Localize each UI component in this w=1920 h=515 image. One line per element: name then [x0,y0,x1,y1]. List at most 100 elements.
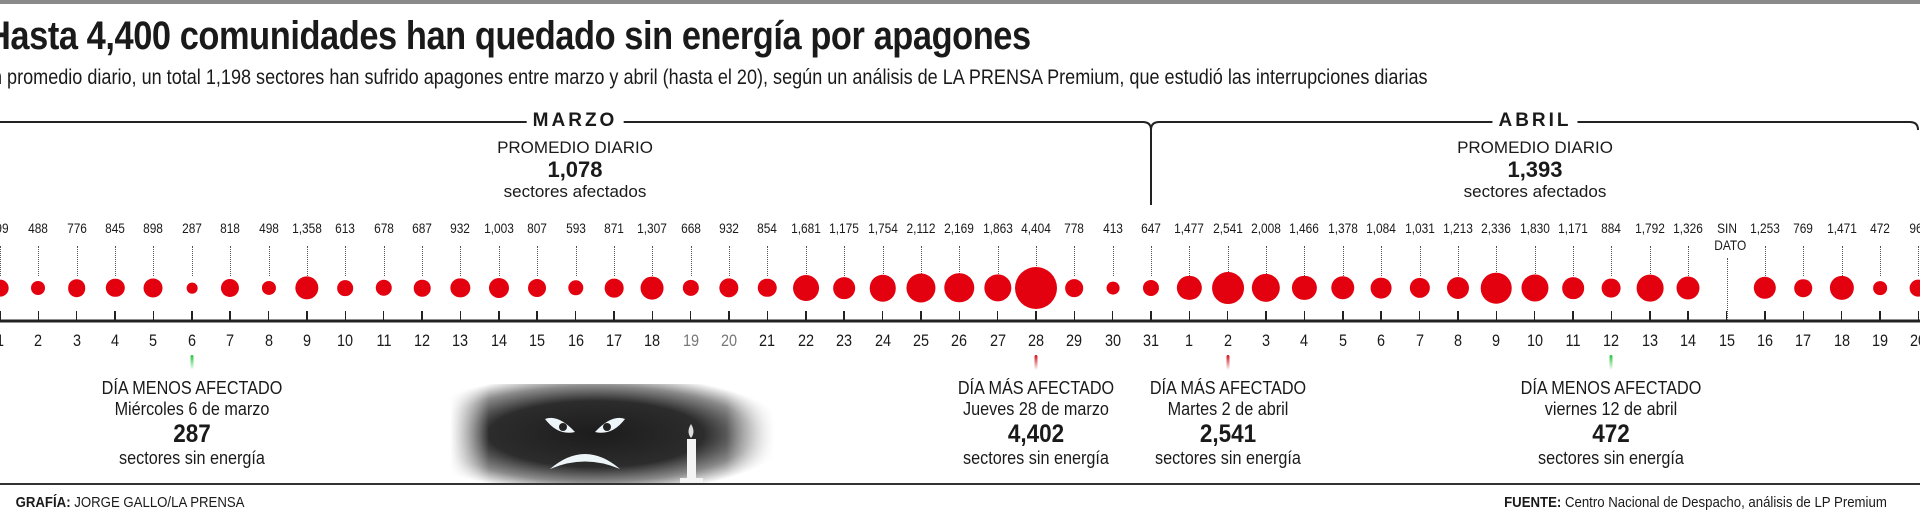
axis-tick [306,311,308,321]
leader-line [422,246,424,276]
value-label: 1,681 [790,220,821,236]
day-label: 17 [605,331,622,350]
day-label: 11 [376,331,392,350]
leader-line [1266,246,1268,276]
credit-label: GRAFÍA: [15,494,71,511]
day-label: 2 [34,331,43,350]
axis-tick [344,311,347,321]
data-dot [1521,274,1549,302]
leader-line [1035,246,1037,276]
leader-line [1342,246,1344,276]
value-label: 2,112 [906,220,936,236]
data-dot [67,279,86,297]
day-label: 1 [1185,331,1194,350]
avg-value: 1,078 [547,157,603,182]
annotation-least-affected: DÍA MENOS AFECTADO viernes 12 de abril 472… [1511,378,1712,469]
value-label: SIN DATO [1713,220,1746,253]
data-dot [261,280,276,296]
data-dot [1446,276,1469,300]
axis-tick [152,311,155,321]
leader-line [115,246,117,276]
axis-tick [75,311,78,321]
marker-line [1609,355,1613,370]
axis-tick [191,311,193,321]
day-label: 23 [836,331,853,350]
value-label: 99 [0,220,9,236]
axis-tick [1725,311,1728,321]
day-label: 10 [1526,331,1543,350]
axis-tick [1572,311,1574,321]
value-label: 1,084 [1366,220,1397,236]
day-label: 30 [1104,331,1121,350]
march-average: PROMEDIO DIARIO 1,078 sectores afectados [497,138,653,202]
value-label: 498 [258,220,279,236]
data-dot [1292,275,1317,301]
day-label: 21 [759,331,776,350]
axis-tick [1495,311,1498,321]
leader-line [1726,258,1728,320]
marker-line [190,355,194,370]
axis-tick [536,311,538,321]
data-dot [983,274,1012,302]
day-label: 6 [187,331,196,350]
day-label: 20 [1910,331,1920,350]
axis-tick [1610,311,1613,321]
axis-tick [881,311,884,321]
value-label: 647 [1141,220,1162,236]
day-label: 19 [682,331,699,350]
axis-tick [958,311,960,321]
axis-tick [689,311,692,321]
annotation-most-affected: DÍA MÁS AFECTADO Martes 2 de abril 2,541 se… [1141,378,1315,469]
day-label: 29 [1066,331,1083,350]
day-label: 6 [1377,331,1386,350]
data-dot [528,279,547,297]
leader-line [959,246,961,276]
annotation-title: DÍA MÁS AFECTADO [1149,378,1306,398]
axis-tick [37,311,40,321]
axis-tick [229,311,231,321]
source: FUENTE: Centro Nacional de Despacho, aná… [1504,494,1887,511]
value-label: 2,008 [1251,220,1282,236]
leader-line [460,246,462,276]
annotation-unit: sectores sin energía [1538,448,1685,468]
leader-line [1841,246,1843,276]
value-label: 2,541 [1212,220,1243,236]
axis-tick [651,311,654,321]
data-dot [1065,279,1084,297]
annotation-date: Jueves 28 de marzo [963,399,1109,419]
day-label: 16 [567,331,584,350]
leader-line [537,246,539,276]
data-dot [869,274,896,302]
annotation-date: Martes 2 de abril [1167,399,1289,419]
value-label: 884 [1601,220,1622,236]
day-label: 25 [912,331,929,350]
annotation-least-affected: DÍA MENOS AFECTADO Miércoles 6 de marzo 28… [91,378,292,469]
annotation-title: DÍA MENOS AFECTADO [1521,378,1702,398]
page-title: Hasta 4,400 comunidades han quedado sin … [0,14,1031,58]
leader-line [0,246,1,276]
leader-line [1764,246,1766,276]
value-label: 2,169 [944,220,975,236]
day-label: 14 [1680,331,1697,350]
day-label: 7 [1415,331,1424,350]
day-label: 28 [1027,331,1045,350]
leader-line [76,246,78,276]
day-label: 8 [1453,331,1462,350]
leader-line [805,246,807,276]
value-label: 1,213 [1443,220,1473,236]
data-dot [221,278,240,298]
day-label: 17 [1795,331,1812,350]
leader-line [1151,246,1153,276]
month-label-march: MARZO [526,110,624,132]
data-dot [1106,281,1120,295]
value-label: 2,336 [1481,220,1512,236]
value-label: 613 [335,220,356,236]
leader-line [575,246,577,276]
marker-line [1226,355,1230,370]
axis-tick [1840,311,1843,321]
day-label: 4 [111,331,120,350]
value-label: 769 [1793,220,1814,236]
value-label: 472 [1870,220,1890,236]
day-label: 12 [414,331,431,350]
day-label: 20 [720,331,738,350]
